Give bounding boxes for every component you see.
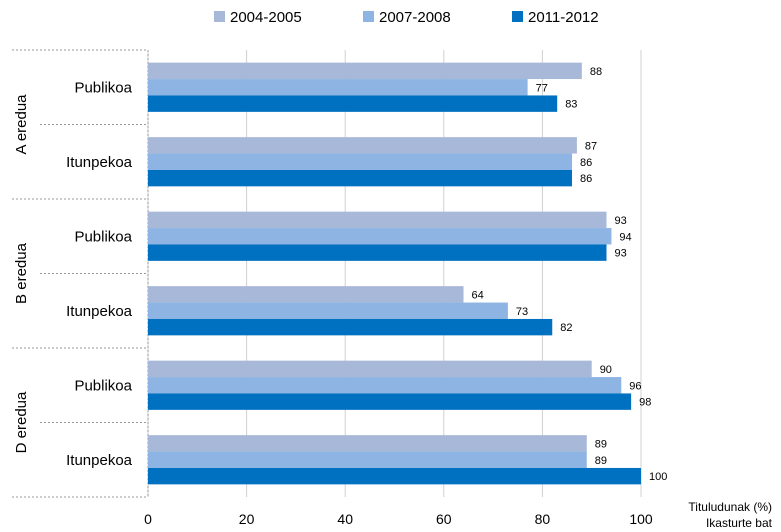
data-label: 93: [614, 248, 626, 260]
data-label: 93: [614, 215, 626, 227]
data-label: 86: [580, 173, 592, 185]
bar: [148, 467, 641, 485]
data-label: 89: [595, 455, 607, 467]
bar: [148, 79, 528, 96]
legend-swatch: [214, 11, 225, 22]
bar: [148, 95, 558, 112]
bar: [148, 360, 592, 378]
data-label: 64: [472, 289, 484, 301]
bar: [148, 228, 612, 245]
data-label: 98: [639, 397, 651, 409]
legend: 2004-2005 2007-2008 2011-2012: [214, 9, 599, 26]
category-label: Publikoa: [74, 79, 132, 96]
category-label: Itunpekoa: [66, 452, 133, 469]
bar: [148, 169, 572, 187]
legend-label: 2007-2008: [379, 9, 451, 26]
x-tick-label: 20: [239, 511, 255, 527]
category-label: Publikoa: [74, 228, 132, 245]
data-label: 96: [629, 380, 641, 392]
legend-swatch: [363, 11, 374, 22]
data-label: 87: [585, 140, 597, 152]
category-label: Itunpekoa: [66, 154, 133, 171]
category-labels: Publikoa Itunpekoa A eredua Publikoa Itunpek…: [13, 79, 133, 469]
x-tick-label: 40: [337, 511, 353, 527]
category-label: Publikoa: [74, 377, 132, 394]
x-axis-ticks: 0 20 40 60 80 100: [144, 511, 653, 527]
legend-label: 2011-2012: [528, 9, 599, 26]
x-tick-label: 80: [535, 511, 551, 527]
bar: [148, 62, 582, 80]
bar: [148, 435, 587, 452]
grid-lines: [147, 50, 642, 497]
group-label: B eredua: [13, 242, 30, 304]
bar: [148, 393, 632, 410]
legend-label: 2004-2005: [230, 9, 302, 26]
data-label: 83: [565, 99, 577, 111]
bar: [148, 153, 572, 170]
data-label: 77: [536, 82, 548, 94]
bar: [148, 286, 464, 303]
data-label: 94: [619, 231, 631, 243]
bar: [148, 211, 607, 229]
data-label: 73: [516, 306, 528, 318]
category-label: Itunpekoa: [66, 303, 133, 320]
bars: [148, 62, 641, 485]
x-tick-label: 0: [144, 511, 152, 527]
data-label: 100: [649, 471, 667, 483]
bar: [148, 302, 508, 319]
bar: [148, 318, 553, 336]
x-tick-label: 100: [629, 511, 653, 527]
bar: [148, 137, 577, 154]
category-axis-frame: [12, 49, 149, 498]
data-label: 89: [595, 438, 607, 450]
x-tick-label: 60: [436, 511, 452, 527]
x-axis-title-line1: Tituludunak (%): [688, 500, 772, 514]
legend-swatch: [512, 11, 523, 22]
group-label: A eredua: [13, 94, 30, 155]
data-label: 90: [600, 364, 612, 376]
bar: [148, 377, 622, 394]
bar: [148, 451, 587, 468]
data-labels: 88 77 83 87 86 86 93 94 93 64 73 82 90 96 98 89 89 100: [472, 66, 668, 483]
x-axis-title-line2: Ikasturte bat: [706, 516, 773, 530]
group-label: D eredua: [13, 391, 30, 453]
bar: [148, 244, 607, 261]
data-label: 86: [580, 157, 592, 169]
data-label: 88: [590, 66, 602, 78]
data-label: 82: [560, 322, 572, 334]
